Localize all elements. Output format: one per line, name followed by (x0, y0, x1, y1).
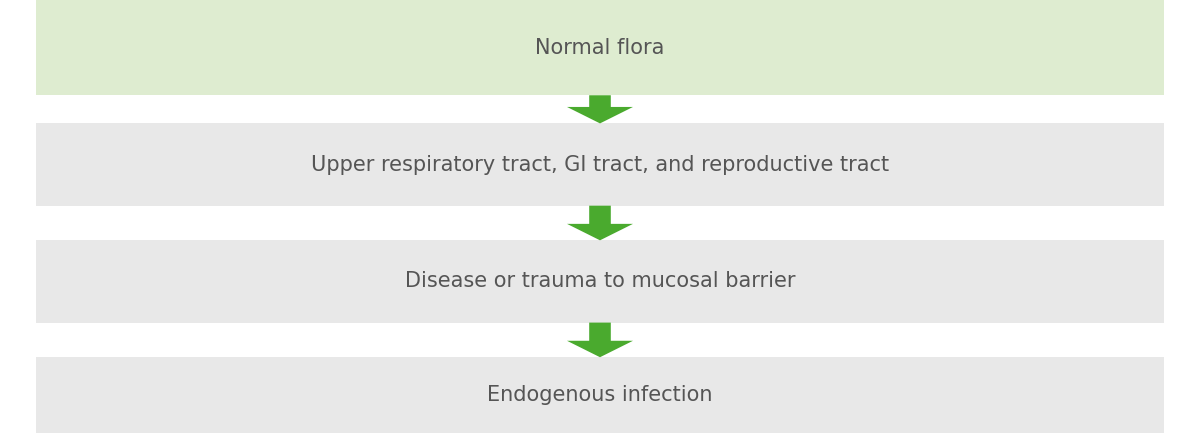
Bar (36, 0, 1164, 95)
Text: Upper respiratory tract, GI tract, and reproductive tract: Upper respiratory tract, GI tract, and r… (311, 155, 889, 174)
Bar (36, 123, 1164, 206)
Text: Normal flora: Normal flora (535, 38, 665, 58)
Polygon shape (568, 95, 634, 123)
Text: Disease or trauma to mucosal barrier: Disease or trauma to mucosal barrier (404, 271, 796, 291)
Polygon shape (568, 206, 634, 240)
Polygon shape (568, 323, 634, 357)
Bar (36, 240, 1164, 323)
Text: Endogenous infection: Endogenous infection (487, 385, 713, 405)
Bar (36, 357, 1164, 433)
